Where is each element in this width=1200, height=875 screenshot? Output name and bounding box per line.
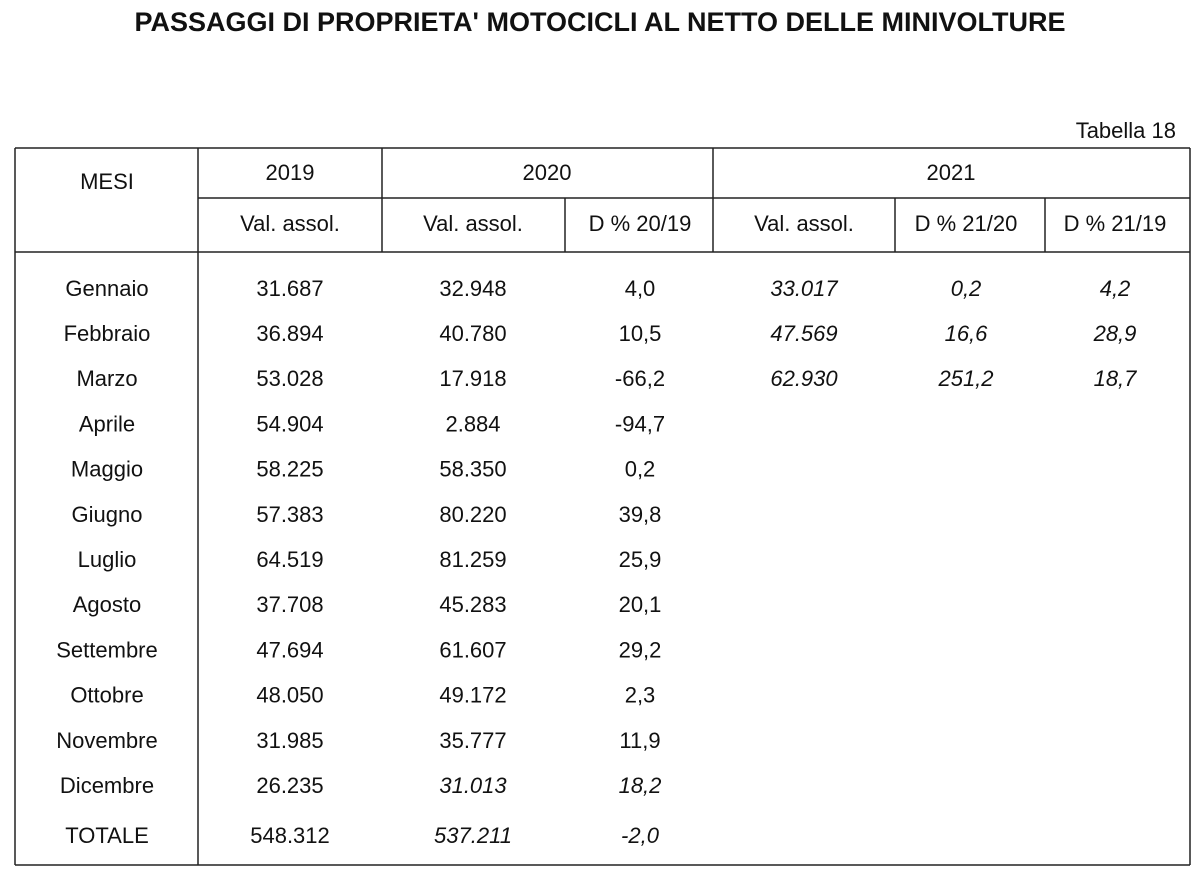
- header-sub: Val. assol.: [754, 211, 854, 236]
- cell: 537.211: [434, 823, 512, 848]
- cell: 39,8: [619, 502, 662, 527]
- cell: 81.259: [439, 547, 506, 572]
- cell: 35.777: [439, 728, 506, 753]
- cell: 47.694: [256, 637, 323, 662]
- cell: 58.350: [439, 457, 506, 482]
- cell: 31.013: [439, 773, 507, 798]
- row-label: Maggio: [71, 457, 143, 482]
- cell: 26.235: [256, 773, 323, 798]
- row-label: Febbraio: [64, 321, 151, 346]
- header-sub: D % 20/19: [589, 211, 692, 236]
- cell: 16,6: [945, 321, 989, 346]
- cell: 4,2: [1100, 276, 1131, 301]
- row-label: Marzo: [76, 366, 137, 391]
- row-label: Dicembre: [60, 773, 154, 798]
- cell: 20,1: [619, 592, 662, 617]
- title: PASSAGGI DI PROPRIETA' MOTOCICLI AL NETT…: [135, 7, 1066, 37]
- cell: 2.884: [445, 411, 500, 436]
- table-label: Tabella 18: [1076, 118, 1176, 143]
- cell: -66,2: [615, 366, 665, 391]
- header-months: MESI: [80, 169, 134, 194]
- cell: 58.225: [256, 457, 323, 482]
- cell: 10,5: [619, 321, 662, 346]
- cell: 4,0: [625, 276, 656, 301]
- cell: 2,3: [625, 683, 656, 708]
- cell: 57.383: [256, 502, 323, 527]
- header-year: 2019: [266, 160, 315, 185]
- cell: 47.569: [770, 321, 837, 346]
- cell: 18,7: [1094, 366, 1138, 391]
- header-year: 2021: [927, 160, 976, 185]
- cell: 11,9: [619, 728, 660, 753]
- cell: 25,9: [619, 547, 662, 572]
- cell: 17.918: [439, 366, 506, 391]
- cell: 548.312: [250, 823, 330, 848]
- cell: 53.028: [256, 366, 323, 391]
- cell: -94,7: [615, 411, 665, 436]
- cell: 33.017: [770, 276, 838, 301]
- cell: 37.708: [256, 592, 323, 617]
- cell: 251,2: [937, 366, 993, 391]
- cell: 18,2: [619, 773, 662, 798]
- cell: 61.607: [439, 637, 506, 662]
- cell: 49.172: [439, 683, 506, 708]
- header-year: 2020: [523, 160, 572, 185]
- header-sub: Val. assol.: [240, 211, 340, 236]
- header-sub: D % 21/20: [915, 211, 1018, 236]
- cell: 31.687: [256, 276, 323, 301]
- row-label: Aprile: [79, 411, 135, 436]
- header-sub: D % 21/19: [1064, 211, 1167, 236]
- cell: 29,2: [619, 637, 662, 662]
- table-grid: [14, 147, 1191, 866]
- cell: 0,2: [625, 457, 656, 482]
- cell: 0,2: [951, 276, 982, 301]
- cell: 40.780: [439, 321, 506, 346]
- cell: 28,9: [1093, 321, 1137, 346]
- cell: 45.283: [439, 592, 506, 617]
- cell: 31.985: [256, 728, 323, 753]
- row-label: TOTALE: [65, 823, 149, 848]
- cell: 62.930: [770, 366, 838, 391]
- row-label: Settembre: [56, 637, 158, 662]
- row-label: Giugno: [72, 502, 143, 527]
- row-label: Gennaio: [65, 276, 148, 301]
- cell: 54.904: [256, 411, 323, 436]
- row-label: Luglio: [78, 547, 137, 572]
- row-label: Novembre: [56, 728, 157, 753]
- header-sub: Val. assol.: [423, 211, 523, 236]
- cell: 48.050: [256, 683, 323, 708]
- cell: -2,0: [621, 823, 660, 848]
- cell: 32.948: [439, 276, 506, 301]
- row-label: Ottobre: [70, 683, 143, 708]
- cell: 36.894: [256, 321, 323, 346]
- cell: 80.220: [439, 502, 506, 527]
- row-label: Agosto: [73, 592, 142, 617]
- cell: 64.519: [256, 547, 323, 572]
